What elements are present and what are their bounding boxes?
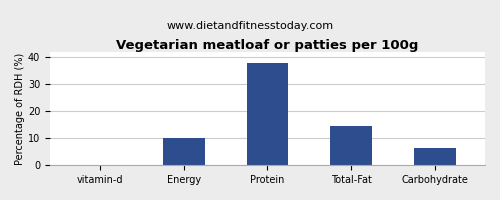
Bar — [414, 148, 456, 165]
Bar — [163, 138, 204, 165]
Bar — [246, 63, 288, 165]
Text: www.dietandfitnesstoday.com: www.dietandfitnesstoday.com — [166, 21, 334, 31]
Bar — [330, 126, 372, 165]
Y-axis label: Percentage of RDH (%): Percentage of RDH (%) — [15, 53, 25, 165]
Title: Vegetarian meatloaf or patties per 100g: Vegetarian meatloaf or patties per 100g — [116, 39, 418, 52]
